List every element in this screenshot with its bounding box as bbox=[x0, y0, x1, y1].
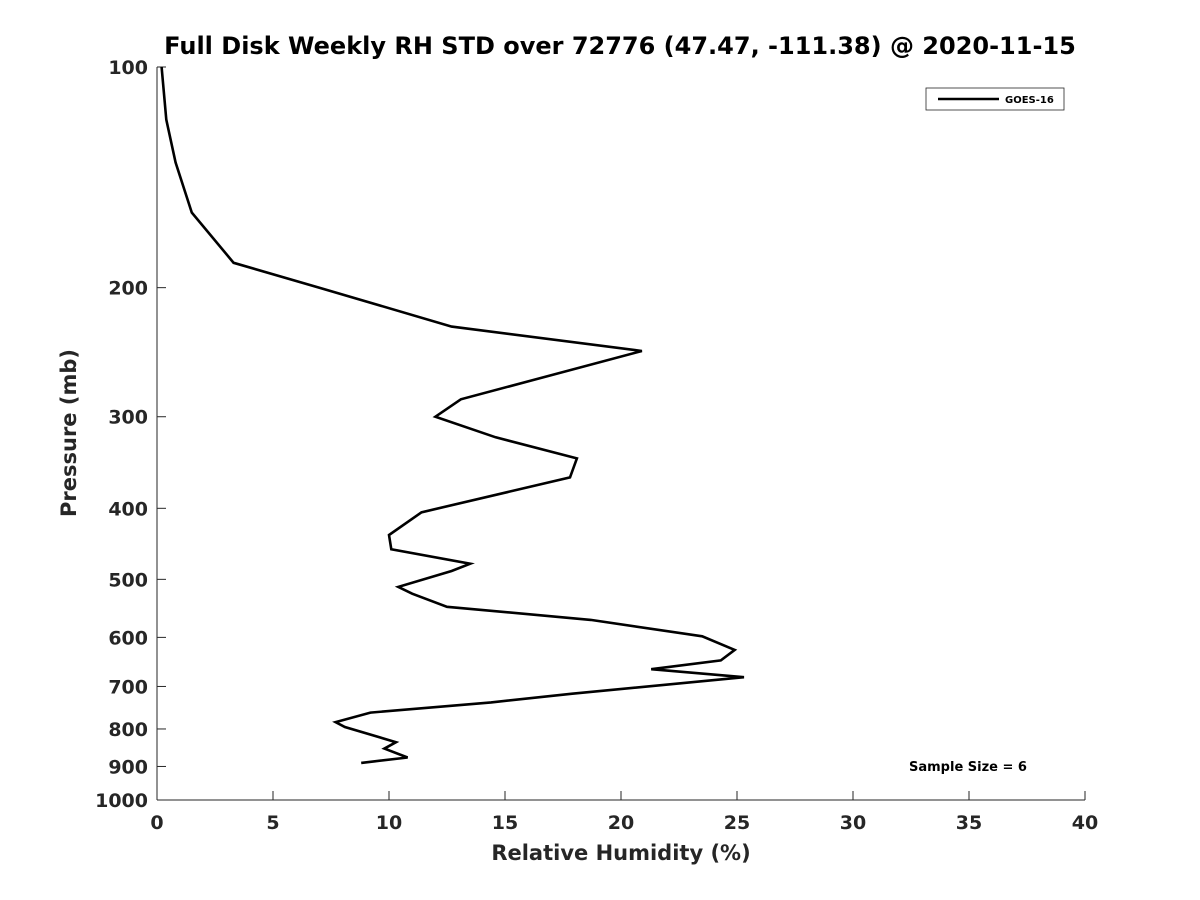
legend: GOES-16 bbox=[925, 87, 1065, 111]
sample-size-annotation: Sample Size = 6 bbox=[909, 760, 1027, 775]
x-tick-label: 5 bbox=[266, 812, 279, 834]
x-tick-label: 35 bbox=[956, 812, 982, 834]
x-tick-label: 10 bbox=[376, 812, 402, 834]
y-tick-label: 200 bbox=[108, 278, 148, 300]
x-tick-label: 40 bbox=[1072, 812, 1098, 834]
x-tick-label: 30 bbox=[840, 812, 866, 834]
y-tick-label: 600 bbox=[108, 627, 148, 649]
y-tick-label: 700 bbox=[108, 676, 148, 698]
plot-area: 0 5 10 15 20 25 30 35 40 100 200 300 400 500 600 700 80… bbox=[95, 57, 1098, 834]
y-tick-label: 900 bbox=[108, 756, 148, 778]
chart-title: Full Disk Weekly RH STD over 72776 (47.4… bbox=[164, 32, 1076, 60]
y-tick-label: 100 bbox=[108, 57, 148, 79]
x-tick-label: 15 bbox=[492, 812, 518, 834]
series-line-goes-16 bbox=[160, 66, 745, 765]
y-axis-label: Pressure (mb) bbox=[57, 349, 81, 517]
y-tick-label: 400 bbox=[108, 498, 148, 520]
x-tick-label: 20 bbox=[608, 812, 634, 834]
y-tick-label: 500 bbox=[108, 569, 148, 591]
x-axis-ticks: 0 5 10 15 20 25 30 35 40 bbox=[150, 791, 1098, 834]
x-tick-label: 25 bbox=[724, 812, 750, 834]
y-tick-label: 300 bbox=[108, 407, 148, 429]
x-tick-label: 0 bbox=[150, 812, 163, 834]
x-axis-label: Relative Humidity (%) bbox=[491, 841, 750, 865]
y-axis-ticks: 100 200 300 400 500 600 700 800 900 1000 bbox=[95, 57, 166, 812]
y-tick-label: 800 bbox=[108, 719, 148, 741]
legend-label-goes-16: GOES-16 bbox=[1005, 95, 1054, 106]
y-tick-label: 1000 bbox=[95, 790, 148, 812]
